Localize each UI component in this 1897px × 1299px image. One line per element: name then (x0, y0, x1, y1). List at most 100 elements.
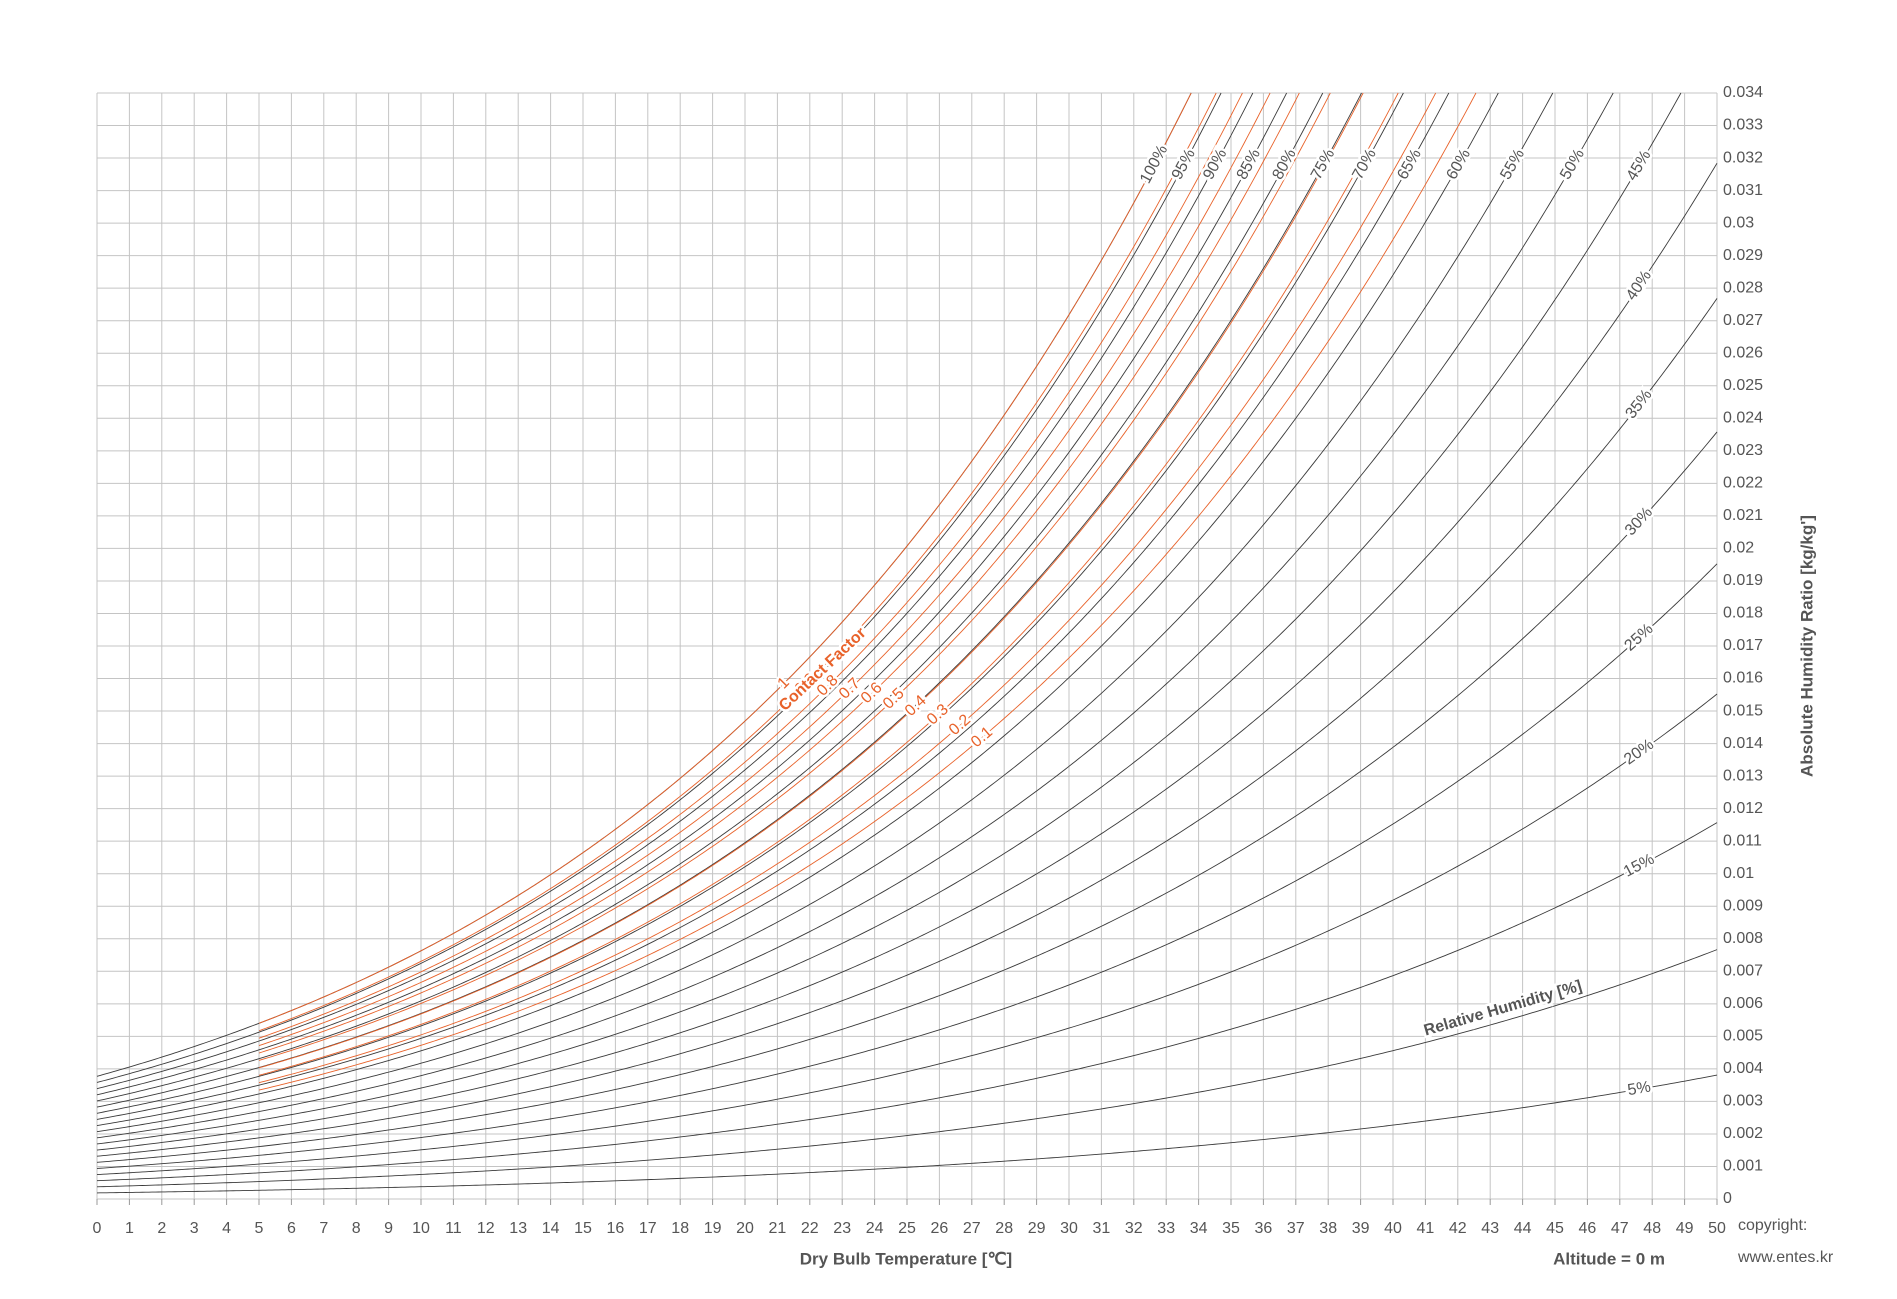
y-tick-label: 0.003 (1723, 1093, 1763, 1110)
x-tick-label: 6 (287, 1220, 296, 1237)
x-tick-label: 16 (607, 1220, 625, 1237)
x-tick-label: 41 (1417, 1220, 1435, 1237)
x-tick-label: 14 (542, 1220, 560, 1237)
rh-curve (96, 92, 1324, 1102)
y-tick-label: 0.034 (1723, 84, 1763, 101)
y-tick-label: 0.023 (1723, 442, 1763, 459)
rh-curve (96, 949, 1718, 1188)
y-tick-label: 0.027 (1723, 312, 1763, 329)
rh-label: 60% (1443, 146, 1474, 182)
y-tick-label: 0.001 (1723, 1158, 1763, 1175)
x-tick-label: 39 (1352, 1220, 1370, 1237)
x-tick-label: 11 (445, 1220, 462, 1237)
y-tick-label: 0.012 (1723, 800, 1763, 817)
x-tick-label: 42 (1449, 1220, 1467, 1237)
y-tick-label: 0.008 (1723, 930, 1763, 947)
y-tick-label: 0.015 (1723, 702, 1763, 719)
y-tick-label: 0.031 (1723, 182, 1763, 199)
y-tick-label: 0.007 (1723, 963, 1763, 980)
x-tick-label: 7 (319, 1220, 328, 1237)
rh-curve (96, 822, 1718, 1182)
rh-label: 65% (1394, 146, 1425, 182)
y-tick-label: 0.028 (1723, 279, 1763, 296)
rh-label: 80% (1270, 146, 1300, 182)
rh-label: 85% (1234, 146, 1264, 182)
y-tick-label: 0.022 (1723, 475, 1763, 492)
x-tick-label: 30 (1060, 1220, 1078, 1237)
rh-curve (96, 92, 1288, 1096)
x-tick-label: 31 (1093, 1220, 1111, 1237)
x-tick-label: 48 (1643, 1220, 1661, 1237)
y-tick-label: 0.011 (1723, 832, 1762, 849)
y-tick-label: 0 (1723, 1190, 1732, 1207)
rh-label: 95% (1169, 146, 1199, 182)
x-tick-label: 29 (1028, 1220, 1046, 1237)
y-tick-label: 0.026 (1723, 344, 1763, 361)
y-tick-label: 0.014 (1723, 735, 1763, 752)
y-tick-label: 0.032 (1723, 149, 1763, 166)
x-tick-label: 44 (1514, 1220, 1532, 1237)
x-tick-label: 33 (1157, 1220, 1175, 1237)
x-tick-label: 43 (1481, 1220, 1499, 1237)
rh-curve (96, 92, 1614, 1139)
copyright: copyright: (1738, 1217, 1807, 1234)
x-tick-label: 35 (1222, 1220, 1240, 1237)
y-tick-label: 0.025 (1723, 377, 1763, 394)
rh-label: 75% (1308, 146, 1338, 182)
contact-factor-curve (258, 92, 1364, 1069)
y-tick-label: 0.013 (1723, 767, 1763, 784)
copyright-url: www.entes.kr (1737, 1249, 1834, 1266)
grid (96, 92, 1718, 1200)
x-tick-label: 27 (963, 1220, 981, 1237)
contact-factor-curve (258, 92, 1437, 1084)
x-tick-label: 32 (1125, 1220, 1143, 1237)
contact-factor-curve (258, 92, 1243, 1039)
y-tick-label: 0.029 (1723, 247, 1763, 264)
x-tick-label: 3 (190, 1220, 199, 1237)
rh-curve (96, 92, 1222, 1083)
x-tick-label: 19 (704, 1220, 722, 1237)
x-tick-label: 38 (1319, 1220, 1337, 1237)
x-tick-label: 24 (866, 1220, 884, 1237)
x-tick-label: 8 (352, 1220, 361, 1237)
x-tick-label: 22 (801, 1220, 819, 1237)
contact-factor-curve (258, 92, 1399, 1076)
x-tick-label: 9 (384, 1220, 393, 1237)
y-tick-label: 0.02 (1723, 540, 1754, 557)
y-tick-label: 0.017 (1723, 637, 1763, 654)
y-tick-label: 0.006 (1723, 995, 1763, 1012)
rh-label: 35% (1622, 386, 1655, 422)
contact-factor-curve (258, 92, 1300, 1054)
rh-curve (96, 1074, 1718, 1194)
x-tick-label: 17 (639, 1220, 657, 1237)
x-tick-label: 28 (995, 1220, 1013, 1237)
rh-curve (96, 92, 1682, 1145)
y-tick-label: 0.004 (1723, 1060, 1763, 1077)
y-tick-label: 0.002 (1723, 1125, 1763, 1142)
x-tick-label: 0 (93, 1220, 102, 1237)
rh-curve (96, 92, 1450, 1120)
contact-factor-curve (258, 92, 1217, 1032)
x-tick-label: 12 (477, 1220, 495, 1237)
x-tick-label: 50 (1708, 1220, 1726, 1237)
y-tick-label: 0.01 (1723, 865, 1754, 882)
contact-factor-curve (258, 92, 1331, 1061)
rh-curve (96, 162, 1718, 1151)
altitude: Altitude = 0 m (1553, 1249, 1665, 1268)
rh-curve (96, 92, 1192, 1077)
y-tick-label: 0.009 (1723, 897, 1763, 914)
x-tick-label: 1 (125, 1220, 134, 1237)
y-tick-label: 0.018 (1723, 605, 1763, 622)
y-tick-label: 0.03 (1723, 214, 1754, 231)
rh-curve (96, 92, 1362, 1108)
x-tick-label: 36 (1255, 1220, 1273, 1237)
x-tick-label: 4 (222, 1220, 231, 1237)
contact-factor-label: 0.2 (946, 711, 974, 739)
x-axis-title: Dry Bulb Temperature [℃] (800, 1249, 1012, 1268)
rh-label: 50% (1557, 146, 1588, 182)
x-tick-label: 23 (833, 1220, 851, 1237)
rh-label: 45% (1624, 148, 1655, 184)
y-tick-label: 0.024 (1723, 410, 1763, 427)
x-tick-label: 37 (1287, 1220, 1305, 1237)
contact-factor-curve (258, 92, 1192, 1024)
